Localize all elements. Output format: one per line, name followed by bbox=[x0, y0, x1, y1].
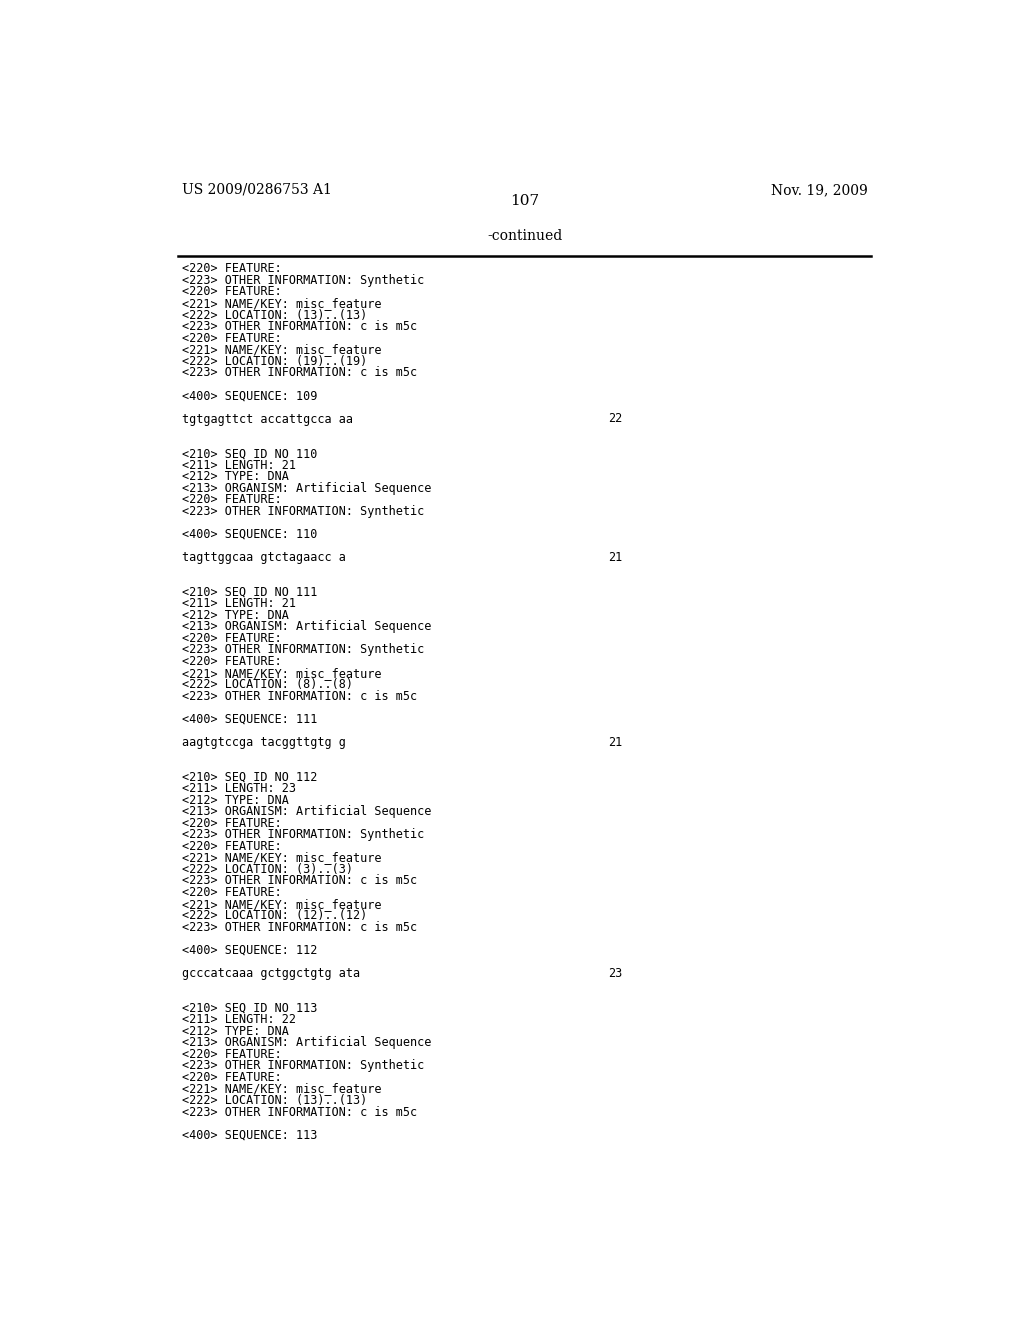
Text: <400> SEQUENCE: 109: <400> SEQUENCE: 109 bbox=[182, 389, 317, 403]
Text: <212> TYPE: DNA: <212> TYPE: DNA bbox=[182, 793, 289, 807]
Text: <222> LOCATION: (3)..(3): <222> LOCATION: (3)..(3) bbox=[182, 863, 353, 876]
Text: <223> OTHER INFORMATION: Synthetic: <223> OTHER INFORMATION: Synthetic bbox=[182, 275, 425, 286]
Text: <223> OTHER INFORMATION: Synthetic: <223> OTHER INFORMATION: Synthetic bbox=[182, 506, 425, 517]
Text: <400> SEQUENCE: 110: <400> SEQUENCE: 110 bbox=[182, 528, 317, 541]
Text: <222> LOCATION: (13)..(13): <222> LOCATION: (13)..(13) bbox=[182, 1094, 368, 1107]
Text: <400> SEQUENCE: 113: <400> SEQUENCE: 113 bbox=[182, 1129, 317, 1142]
Text: <220> FEATURE:: <220> FEATURE: bbox=[182, 655, 282, 668]
Text: <213> ORGANISM: Artificial Sequence: <213> ORGANISM: Artificial Sequence bbox=[182, 1036, 432, 1049]
Text: <210> SEQ ID NO 110: <210> SEQ ID NO 110 bbox=[182, 447, 317, 461]
Text: <211> LENGTH: 23: <211> LENGTH: 23 bbox=[182, 781, 296, 795]
Text: <220> FEATURE:: <220> FEATURE: bbox=[182, 285, 282, 298]
Text: <212> TYPE: DNA: <212> TYPE: DNA bbox=[182, 470, 289, 483]
Text: <220> FEATURE:: <220> FEATURE: bbox=[182, 886, 282, 899]
Text: <220> FEATURE:: <220> FEATURE: bbox=[182, 263, 282, 276]
Text: <220> FEATURE:: <220> FEATURE: bbox=[182, 1071, 282, 1084]
Text: <223> OTHER INFORMATION: Synthetic: <223> OTHER INFORMATION: Synthetic bbox=[182, 644, 425, 656]
Text: Nov. 19, 2009: Nov. 19, 2009 bbox=[771, 183, 867, 197]
Text: <211> LENGTH: 21: <211> LENGTH: 21 bbox=[182, 598, 296, 610]
Text: <222> LOCATION: (19)..(19): <222> LOCATION: (19)..(19) bbox=[182, 355, 368, 368]
Text: <220> FEATURE:: <220> FEATURE: bbox=[182, 817, 282, 830]
Text: 107: 107 bbox=[510, 194, 540, 209]
Text: <212> TYPE: DNA: <212> TYPE: DNA bbox=[182, 609, 289, 622]
Text: <223> OTHER INFORMATION: c is m5c: <223> OTHER INFORMATION: c is m5c bbox=[182, 321, 418, 333]
Text: tagttggcaa gtctagaacc a: tagttggcaa gtctagaacc a bbox=[182, 552, 346, 564]
Text: <223> OTHER INFORMATION: c is m5c: <223> OTHER INFORMATION: c is m5c bbox=[182, 875, 418, 887]
Text: <210> SEQ ID NO 112: <210> SEQ ID NO 112 bbox=[182, 771, 317, 784]
Text: <222> LOCATION: (12)..(12): <222> LOCATION: (12)..(12) bbox=[182, 909, 368, 923]
Text: <220> FEATURE:: <220> FEATURE: bbox=[182, 1048, 282, 1061]
Text: US 2009/0286753 A1: US 2009/0286753 A1 bbox=[182, 183, 332, 197]
Text: <223> OTHER INFORMATION: Synthetic: <223> OTHER INFORMATION: Synthetic bbox=[182, 1059, 425, 1072]
Text: <400> SEQUENCE: 111: <400> SEQUENCE: 111 bbox=[182, 713, 317, 726]
Text: <213> ORGANISM: Artificial Sequence: <213> ORGANISM: Artificial Sequence bbox=[182, 482, 432, 495]
Text: -continued: -continued bbox=[487, 230, 562, 243]
Text: <223> OTHER INFORMATION: c is m5c: <223> OTHER INFORMATION: c is m5c bbox=[182, 689, 418, 702]
Text: tgtgagttct accattgcca aa: tgtgagttct accattgcca aa bbox=[182, 412, 353, 425]
Text: <222> LOCATION: (13)..(13): <222> LOCATION: (13)..(13) bbox=[182, 309, 368, 322]
Text: <220> FEATURE:: <220> FEATURE: bbox=[182, 840, 282, 853]
Text: <211> LENGTH: 21: <211> LENGTH: 21 bbox=[182, 459, 296, 471]
Text: <212> TYPE: DNA: <212> TYPE: DNA bbox=[182, 1024, 289, 1038]
Text: <400> SEQUENCE: 112: <400> SEQUENCE: 112 bbox=[182, 944, 317, 957]
Text: <220> FEATURE:: <220> FEATURE: bbox=[182, 632, 282, 645]
Text: 21: 21 bbox=[608, 737, 623, 748]
Text: <222> LOCATION: (8)..(8): <222> LOCATION: (8)..(8) bbox=[182, 678, 353, 692]
Text: <223> OTHER INFORMATION: c is m5c: <223> OTHER INFORMATION: c is m5c bbox=[182, 921, 418, 933]
Text: <210> SEQ ID NO 111: <210> SEQ ID NO 111 bbox=[182, 586, 317, 599]
Text: 22: 22 bbox=[608, 412, 623, 425]
Text: <223> OTHER INFORMATION: c is m5c: <223> OTHER INFORMATION: c is m5c bbox=[182, 1106, 418, 1118]
Text: <213> ORGANISM: Artificial Sequence: <213> ORGANISM: Artificial Sequence bbox=[182, 620, 432, 634]
Text: aagtgtccga tacggttgtg g: aagtgtccga tacggttgtg g bbox=[182, 737, 346, 748]
Text: <221> NAME/KEY: misc_feature: <221> NAME/KEY: misc_feature bbox=[182, 898, 382, 911]
Text: <221> NAME/KEY: misc_feature: <221> NAME/KEY: misc_feature bbox=[182, 297, 382, 310]
Text: <223> OTHER INFORMATION: c is m5c: <223> OTHER INFORMATION: c is m5c bbox=[182, 367, 418, 379]
Text: <220> FEATURE:: <220> FEATURE: bbox=[182, 494, 282, 507]
Text: <220> FEATURE:: <220> FEATURE: bbox=[182, 331, 282, 345]
Text: <223> OTHER INFORMATION: Synthetic: <223> OTHER INFORMATION: Synthetic bbox=[182, 829, 425, 841]
Text: <221> NAME/KEY: misc_feature: <221> NAME/KEY: misc_feature bbox=[182, 851, 382, 865]
Text: <211> LENGTH: 22: <211> LENGTH: 22 bbox=[182, 1014, 296, 1026]
Text: <210> SEQ ID NO 113: <210> SEQ ID NO 113 bbox=[182, 1002, 317, 1015]
Text: <221> NAME/KEY: misc_feature: <221> NAME/KEY: misc_feature bbox=[182, 667, 382, 680]
Text: <213> ORGANISM: Artificial Sequence: <213> ORGANISM: Artificial Sequence bbox=[182, 805, 432, 818]
Text: 21: 21 bbox=[608, 552, 623, 564]
Text: 23: 23 bbox=[608, 966, 623, 979]
Text: <221> NAME/KEY: misc_feature: <221> NAME/KEY: misc_feature bbox=[182, 343, 382, 356]
Text: gcccatcaaa gctggctgtg ata: gcccatcaaa gctggctgtg ata bbox=[182, 966, 360, 979]
Text: <221> NAME/KEY: misc_feature: <221> NAME/KEY: misc_feature bbox=[182, 1082, 382, 1096]
